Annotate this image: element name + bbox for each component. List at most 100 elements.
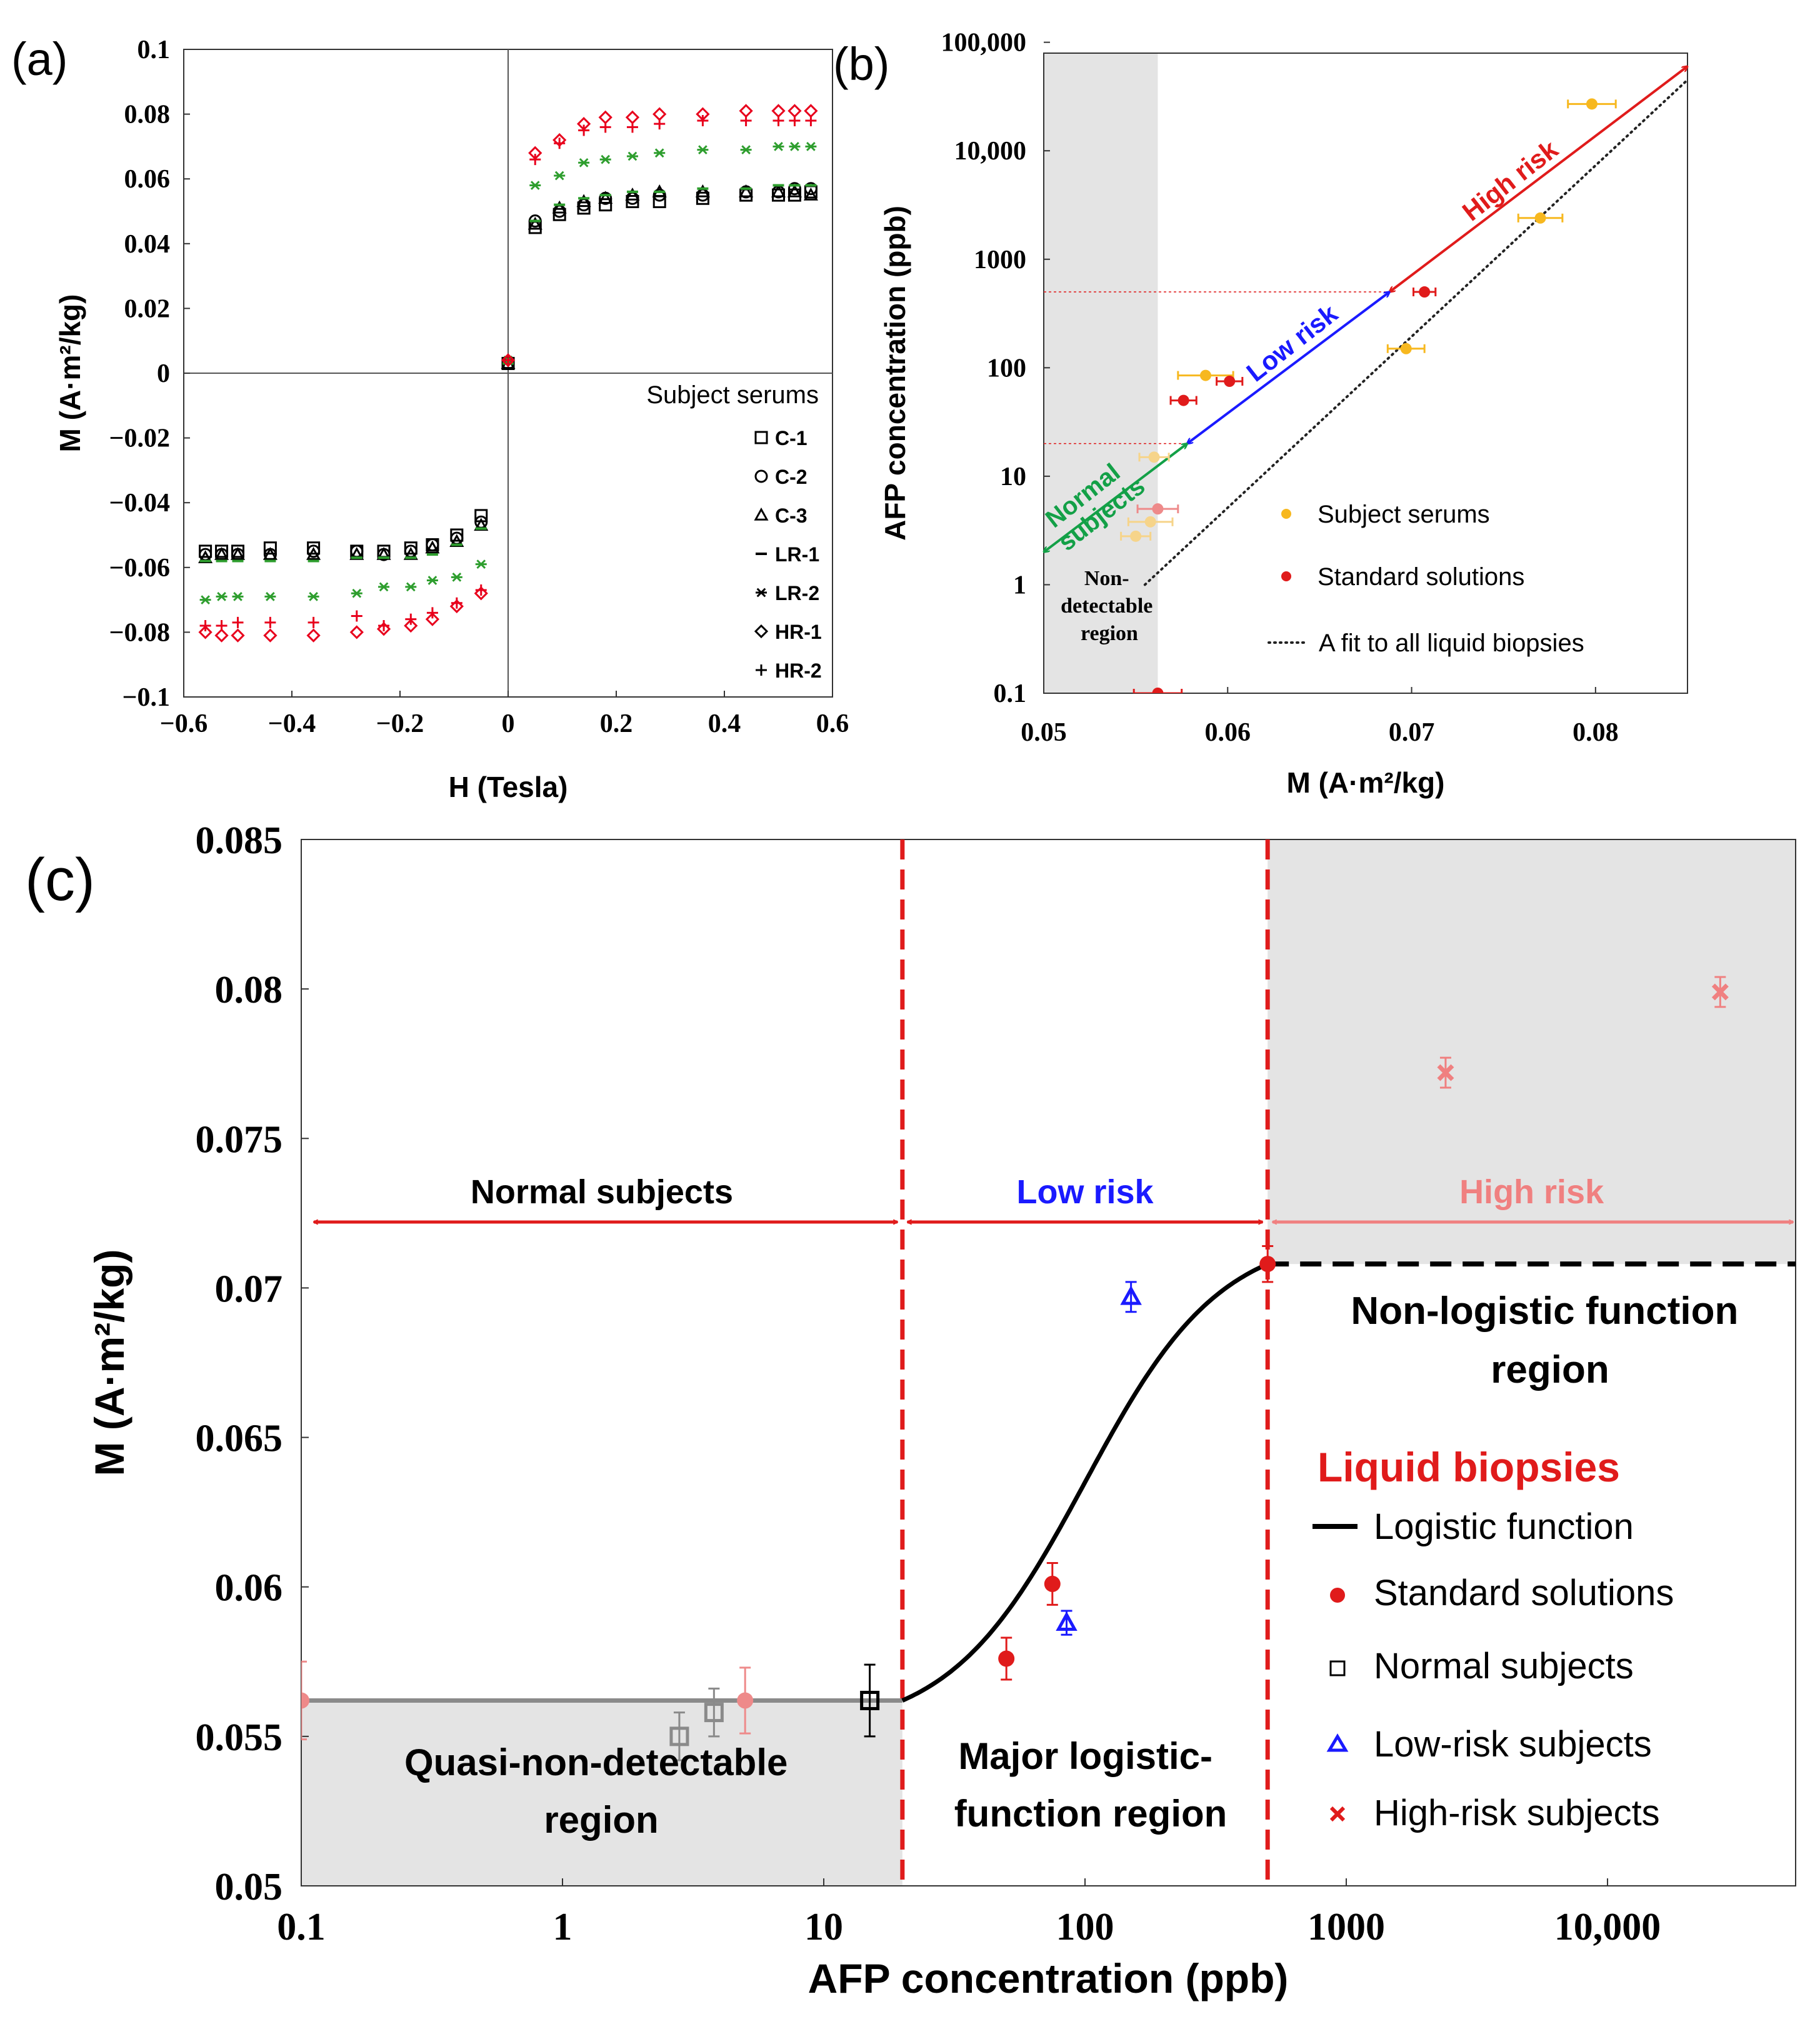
normal-subjects-arrow — [1044, 444, 1188, 553]
high-risk-annotation: High risk — [1457, 134, 1564, 226]
data-point — [308, 616, 319, 628]
panel-a-y-tick-label: −0.02 — [109, 424, 170, 453]
panel-a-x-tick-label: −0.6 — [160, 709, 208, 738]
data-point — [232, 616, 244, 628]
data-point — [231, 628, 245, 643]
data-point — [199, 620, 211, 632]
panel-a-x-tick-label: 0.4 — [708, 709, 741, 738]
data-point — [349, 625, 364, 639]
panel-b: (b) 0.05 0.06 0.07 0.08 0.1 1 10 100 1000 10,000 1… — [833, 29, 1688, 799]
panel-c-y-tick-label: 0.065 — [196, 1418, 283, 1460]
high-risk-shade — [1268, 839, 1796, 1265]
panel-a-x-axis-label: H (Tesla) — [449, 771, 568, 803]
data-point — [652, 107, 667, 121]
data-point — [306, 546, 321, 560]
series-lr-2 — [199, 142, 817, 604]
panel-a-x-tick-label: 0.6 — [816, 709, 849, 738]
data-point — [264, 592, 276, 601]
data-point — [803, 188, 818, 201]
panel-b-x-tick-label: 0.06 — [1205, 718, 1251, 747]
data-point — [403, 546, 418, 560]
data-point — [451, 597, 462, 609]
data-point — [1056, 1611, 1078, 1631]
data-point — [1130, 530, 1142, 542]
data-point — [475, 559, 487, 569]
data-point — [216, 620, 228, 632]
data-point — [502, 354, 514, 366]
series-standard-solutions — [301, 1245, 1276, 1741]
panel-b-frame — [1043, 53, 1688, 694]
legend-label-standard-solutions: Standard solutions — [1318, 563, 1524, 591]
panel-a-x-tick-label: 0 — [502, 709, 515, 738]
data-point — [425, 612, 440, 626]
data-point — [697, 145, 709, 154]
panel-c-x-tick-label: 1 — [553, 1906, 572, 1948]
data-point — [625, 110, 640, 124]
panel-a-legend-title: Subject serums — [646, 381, 819, 409]
legend-marker-c-1 — [754, 431, 768, 444]
data-point — [772, 114, 784, 126]
legend-marker-c-3 — [754, 507, 769, 521]
logistic-curve — [901, 1261, 1269, 1703]
data-point — [1419, 286, 1431, 298]
data-point — [787, 184, 802, 198]
panel-a-y-tick-label: 0.02 — [124, 294, 171, 323]
data-point — [576, 194, 591, 208]
data-point — [426, 538, 439, 552]
data-point — [405, 582, 417, 592]
series-normal-subjects — [669, 1663, 880, 1761]
non-detectable-shade — [1044, 53, 1158, 693]
data-point — [263, 628, 278, 643]
data-point — [1144, 516, 1156, 528]
panel-a-y-axis-label: M (A·m²/kg) — [54, 294, 86, 453]
data-point — [475, 584, 487, 596]
data-point — [737, 1692, 754, 1709]
data-point — [788, 104, 802, 118]
data-point — [426, 576, 438, 585]
panel-c-y-axis-label: M (A·m²/kg) — [86, 1250, 132, 1476]
series-low-risk-subjects — [1056, 1281, 1142, 1636]
panel-a-y-tick-label: 0.04 — [124, 230, 171, 259]
panel-b-y-tick-label: 0.1 — [994, 679, 1027, 708]
legend-label-hr-1: HR-1 — [775, 621, 822, 643]
data-point — [860, 1690, 880, 1710]
data-point — [376, 622, 391, 636]
data-point — [998, 1650, 1015, 1667]
data-point — [378, 582, 390, 592]
data-point — [598, 191, 613, 204]
panel-b-y-tick-label: 100,000 — [941, 29, 1027, 58]
data-point — [771, 104, 786, 118]
data-point — [1259, 1256, 1276, 1273]
data-point — [697, 114, 709, 126]
data-point — [739, 184, 754, 198]
data-point — [405, 613, 417, 625]
data-point — [474, 518, 489, 531]
panel-a-y-tick-label: −0.06 — [109, 554, 170, 583]
legend-marker-hr-1 — [754, 624, 769, 639]
panel-c-y-tick-label: 0.07 — [215, 1268, 283, 1310]
panel-b-y-axis-label: AFP concentration (ppb) — [879, 206, 911, 541]
non-detectable-label: Non- detectable region — [1061, 567, 1158, 645]
legend-label-low-risk: Low-risk subjects — [1374, 1724, 1652, 1765]
panel-b-x-tick-label: 0.08 — [1572, 718, 1619, 747]
panel-a-x-tick-label: 0.2 — [600, 709, 633, 738]
panel-a-y-tick-label: 0.06 — [124, 165, 171, 194]
data-point — [599, 154, 611, 164]
low-risk-arrow — [1188, 292, 1390, 444]
low-risk-annotation: Low risk — [1241, 298, 1343, 387]
legend-marker-normal — [1329, 1660, 1346, 1676]
panel-c-x-tick-label: 100 — [1056, 1906, 1114, 1948]
legend-label-standard: Standard solutions — [1374, 1573, 1674, 1613]
data-point — [739, 104, 753, 118]
data-point — [625, 188, 640, 201]
data-point — [598, 110, 612, 124]
data-point — [1224, 376, 1236, 388]
data-point — [214, 628, 229, 643]
high-risk-region-label: High risk — [1459, 1173, 1604, 1211]
data-point — [349, 546, 364, 560]
data-point — [199, 595, 211, 604]
legend-label-c-2: C-2 — [775, 466, 808, 488]
data-point — [1400, 343, 1412, 354]
panel-c-y-tick-label: 0.085 — [196, 819, 283, 862]
